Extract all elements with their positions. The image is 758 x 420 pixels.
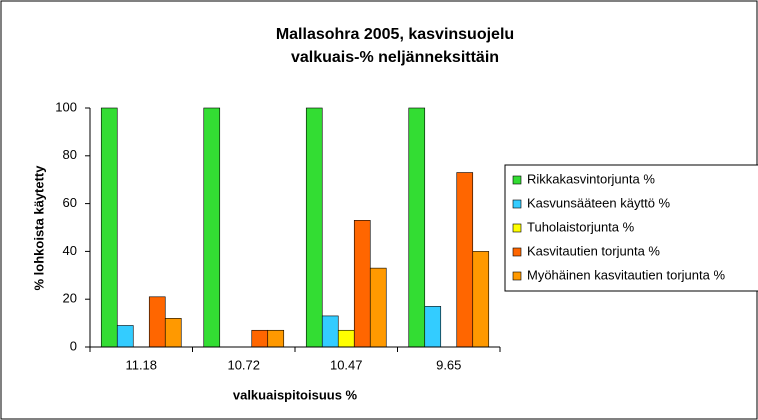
y-tick-label: 0 — [70, 338, 77, 353]
bar — [203, 107, 221, 348]
legend-swatch — [512, 223, 522, 233]
x-tick-label: 11.18 — [125, 357, 157, 372]
legend-label: Tuholaistorjunta % — [527, 219, 635, 234]
x-axis-label: valkuaispitoisuus % — [233, 387, 358, 402]
bar — [305, 107, 323, 348]
legend-swatch — [512, 175, 522, 185]
y-tick-label: 40 — [63, 243, 77, 258]
bar — [472, 251, 490, 348]
y-tick-label: 20 — [63, 291, 77, 306]
bar — [321, 315, 339, 348]
y-tick-label: 80 — [63, 147, 77, 162]
legend-frame — [504, 164, 758, 292]
legend-swatch — [512, 247, 522, 257]
chart-title: Mallasohra 2005, kasvinsuojelu — [276, 26, 514, 43]
legend-label: Myöhäinen kasvitautien torjunta % — [527, 267, 725, 282]
bar — [267, 329, 285, 348]
legend-swatch — [512, 199, 522, 209]
x-tick-label: 9.65 — [436, 357, 461, 372]
bar — [408, 107, 426, 348]
bar — [369, 267, 387, 348]
chart-subtitle: valkuais-% neljänneksittäin — [291, 49, 499, 66]
bar — [164, 318, 182, 348]
bar — [337, 329, 355, 348]
bar — [456, 172, 474, 348]
x-tick-label: 10.47 — [330, 357, 363, 372]
bar — [116, 325, 134, 348]
legend-label: Rikkakasvintorjunta % — [527, 171, 655, 186]
x-tick-label: 10.72 — [227, 357, 260, 372]
bar — [148, 296, 166, 348]
y-axis-label: % lohkoista käytetty — [31, 165, 46, 291]
legend-swatch — [512, 271, 522, 281]
y-tick-label: 60 — [63, 195, 77, 210]
legend-label: Kasvunsääteen käyttö % — [527, 195, 671, 210]
bar — [100, 107, 118, 348]
bar — [353, 220, 371, 348]
bar — [251, 329, 269, 348]
bar — [424, 306, 442, 348]
legend-label: Kasvitautien torjunta % — [527, 243, 660, 258]
y-tick-label: 100 — [55, 99, 77, 114]
